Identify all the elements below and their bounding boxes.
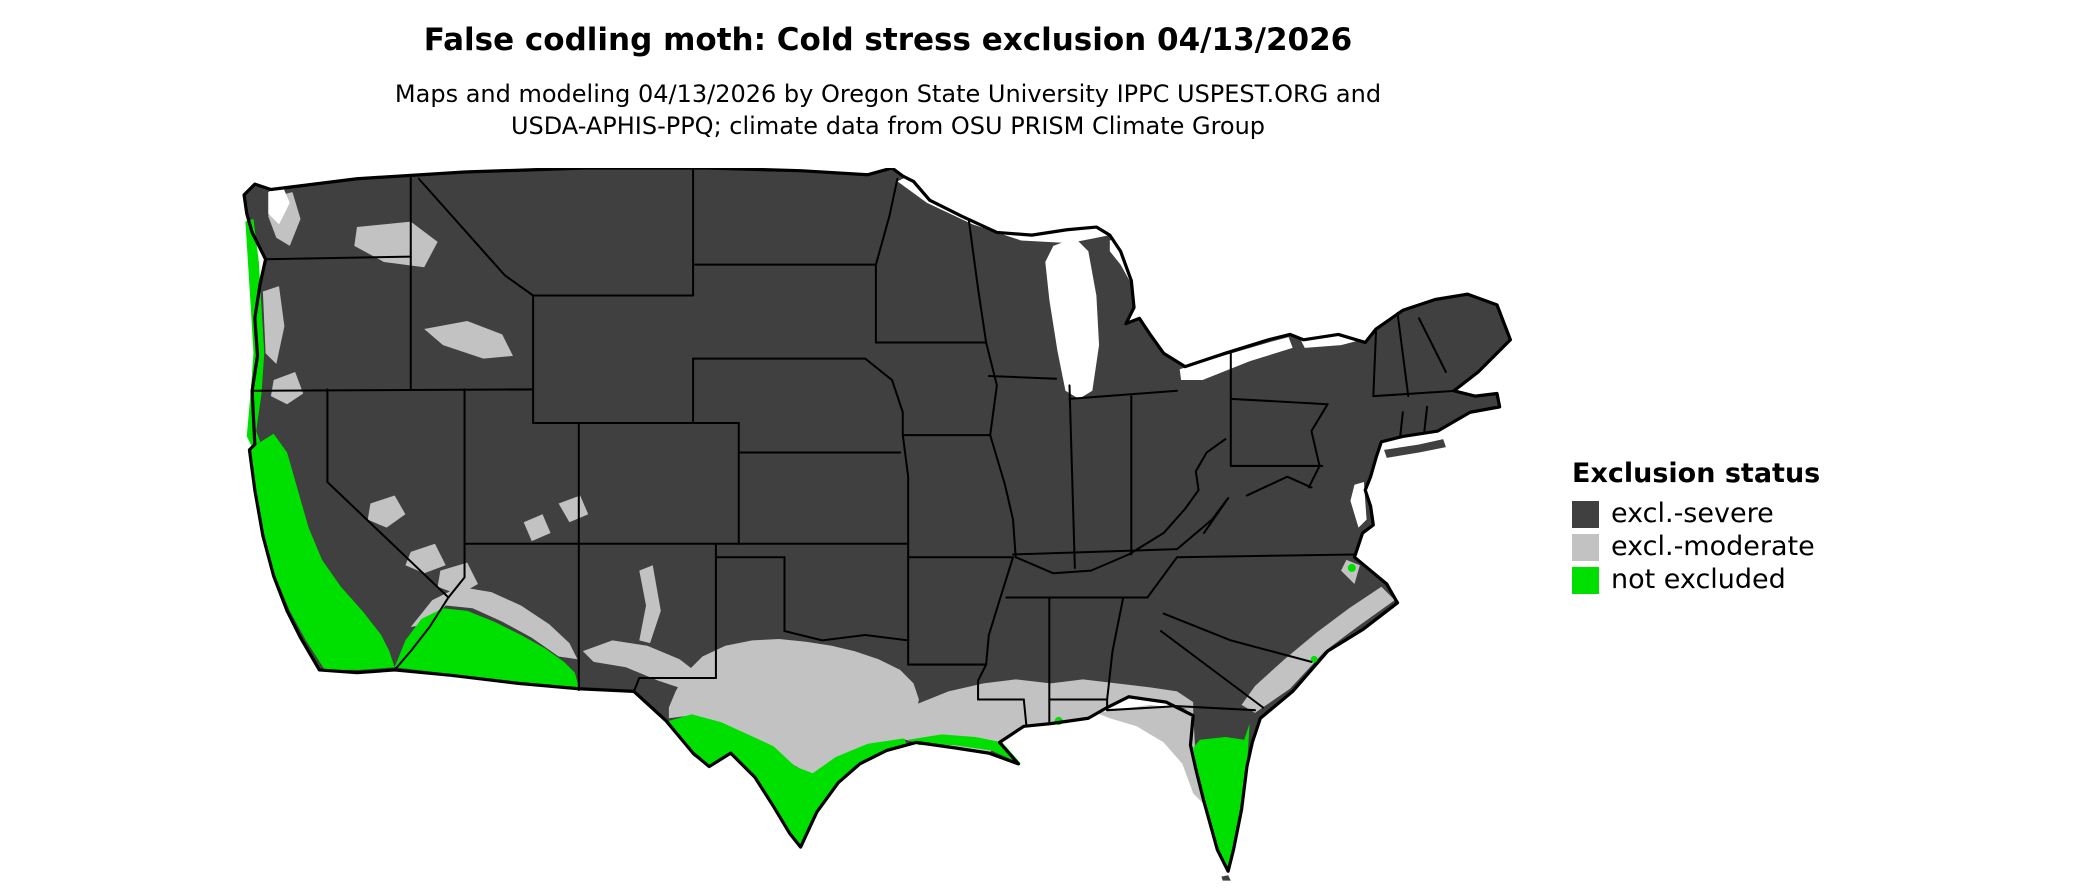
arizona-moderate-band <box>410 586 578 660</box>
layer-national-outline <box>242 168 1513 873</box>
legend-title: Exclusion status <box>1572 458 1821 489</box>
se-coastal-plain-moderate <box>1241 586 1395 713</box>
layer-lakes <box>268 176 1372 528</box>
colorado-plateau-moderate-1 <box>558 495 589 523</box>
willamette-moderate <box>262 286 285 364</box>
texas-moderate <box>668 639 919 775</box>
layer-state-borders <box>251 168 1458 728</box>
lake-huron <box>1109 229 1179 313</box>
south-texas-green <box>668 714 907 848</box>
not-excluded-swatch <box>1572 566 1599 594</box>
severe-swatch <box>1572 500 1599 528</box>
nc-coast-green-speck <box>1347 563 1356 572</box>
nevada-moderate-1 <box>367 495 406 528</box>
moderate-swatch <box>1572 533 1599 561</box>
louisiana-coast-green <box>908 734 1022 764</box>
layer-severe <box>244 168 1511 881</box>
arizona-green <box>394 608 579 688</box>
snake-plain-moderate <box>424 320 513 359</box>
legend-item-moderate: excl.-moderate <box>1572 532 1820 562</box>
lake-michigan <box>1045 237 1100 399</box>
severe-label: excl.-severe <box>1611 498 1774 529</box>
puget-sound <box>268 184 290 225</box>
moderate-label: excl.-moderate <box>1611 531 1815 562</box>
legend-item-severe: excl.-severe <box>1572 499 1820 529</box>
not-excluded-label: not excluded <box>1611 564 1786 595</box>
sc-coast-green-speck <box>1310 655 1318 663</box>
subtitle-line-1: Maps and modeling 04/13/2026 by Oregon S… <box>394 80 1382 108</box>
vegas-moderate <box>437 562 478 595</box>
lake-superior <box>897 176 1110 244</box>
page-title: False codling moth: Cold stress exclusio… <box>423 22 1353 58</box>
rio-grande-moderate <box>639 565 661 644</box>
legend-item-not-excluded: not excluded <box>1572 565 1820 595</box>
florida-keys <box>1221 875 1231 881</box>
subtitle-line-2: USDA-APHIS-PPQ; climate data from OSU PR… <box>510 112 1266 140</box>
chesapeake-bay <box>1350 482 1367 528</box>
colorado-plateau-moderate-2 <box>523 514 551 542</box>
sw-oregon-moderate <box>270 371 304 405</box>
florida-north-moderate <box>1096 704 1207 807</box>
map-header: False codling moth: Cold stress exclusio… <box>0 22 1776 144</box>
legend: Exclusion status excl.-severe excl.-mode… <box>1572 458 1820 598</box>
columbia-basin-moderate <box>354 221 438 268</box>
california-green <box>249 433 395 670</box>
lake-erie <box>1179 337 1293 381</box>
us-map-svg <box>242 168 1513 881</box>
lake-ontario <box>1300 326 1372 348</box>
us-exclusion-map <box>236 168 1540 886</box>
layer-moderate <box>262 192 1395 807</box>
long-island <box>1384 439 1446 458</box>
